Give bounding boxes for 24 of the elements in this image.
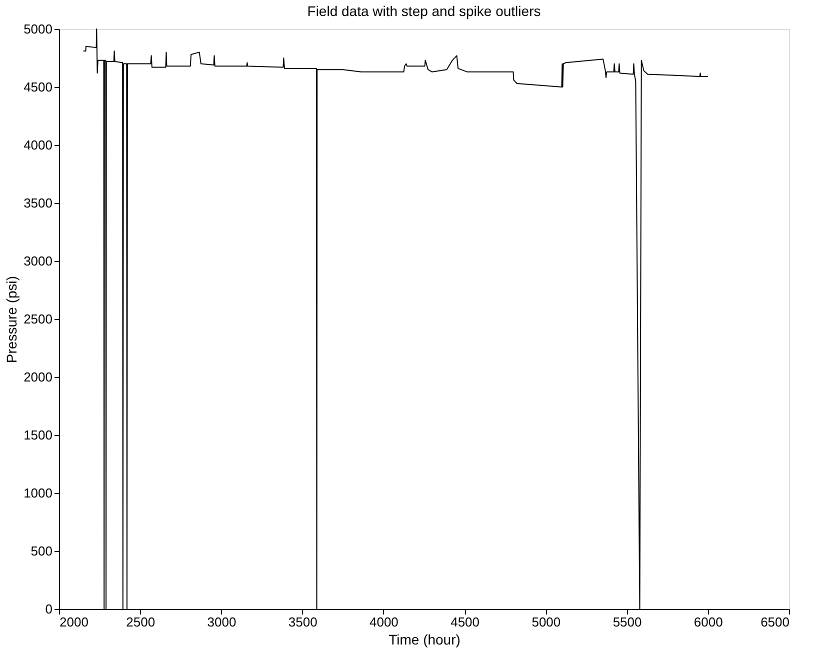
x-tick-label: 3500 <box>288 614 318 630</box>
y-tick-label: 2500 <box>24 312 52 326</box>
x-tick-label: 5000 <box>532 614 561 630</box>
x-tick-label: 6500 <box>760 614 790 630</box>
y-tick-label: 1500 <box>24 428 52 442</box>
y-tick-label: 500 <box>30 544 52 558</box>
chart-title: Field data with step and spike outliers <box>307 3 541 19</box>
x-tick-label: 6000 <box>694 614 723 630</box>
y-tick-label: 5000 <box>24 22 52 36</box>
y-tick-label: 0 <box>45 602 52 616</box>
y-tick-label: 3000 <box>24 254 52 268</box>
y-tick-label: 2000 <box>24 370 52 384</box>
x-tick-label: 2500 <box>126 614 156 630</box>
x-tick-label: 3000 <box>207 614 236 630</box>
x-axis-title: Time (hour) <box>388 632 460 648</box>
y-tick-label: 1000 <box>24 486 52 500</box>
x-tick-label: 4500 <box>450 614 480 630</box>
y-tick-label: 4000 <box>24 138 52 152</box>
y-tick-label: 3500 <box>24 196 52 210</box>
y-tick-label: 4500 <box>24 80 52 94</box>
x-tick-label: 5500 <box>612 614 642 630</box>
y-axis-title: Pressure (psi) <box>4 276 20 364</box>
x-tick-label: 2000 <box>60 614 88 630</box>
x-tick-label: 4000 <box>369 614 398 630</box>
